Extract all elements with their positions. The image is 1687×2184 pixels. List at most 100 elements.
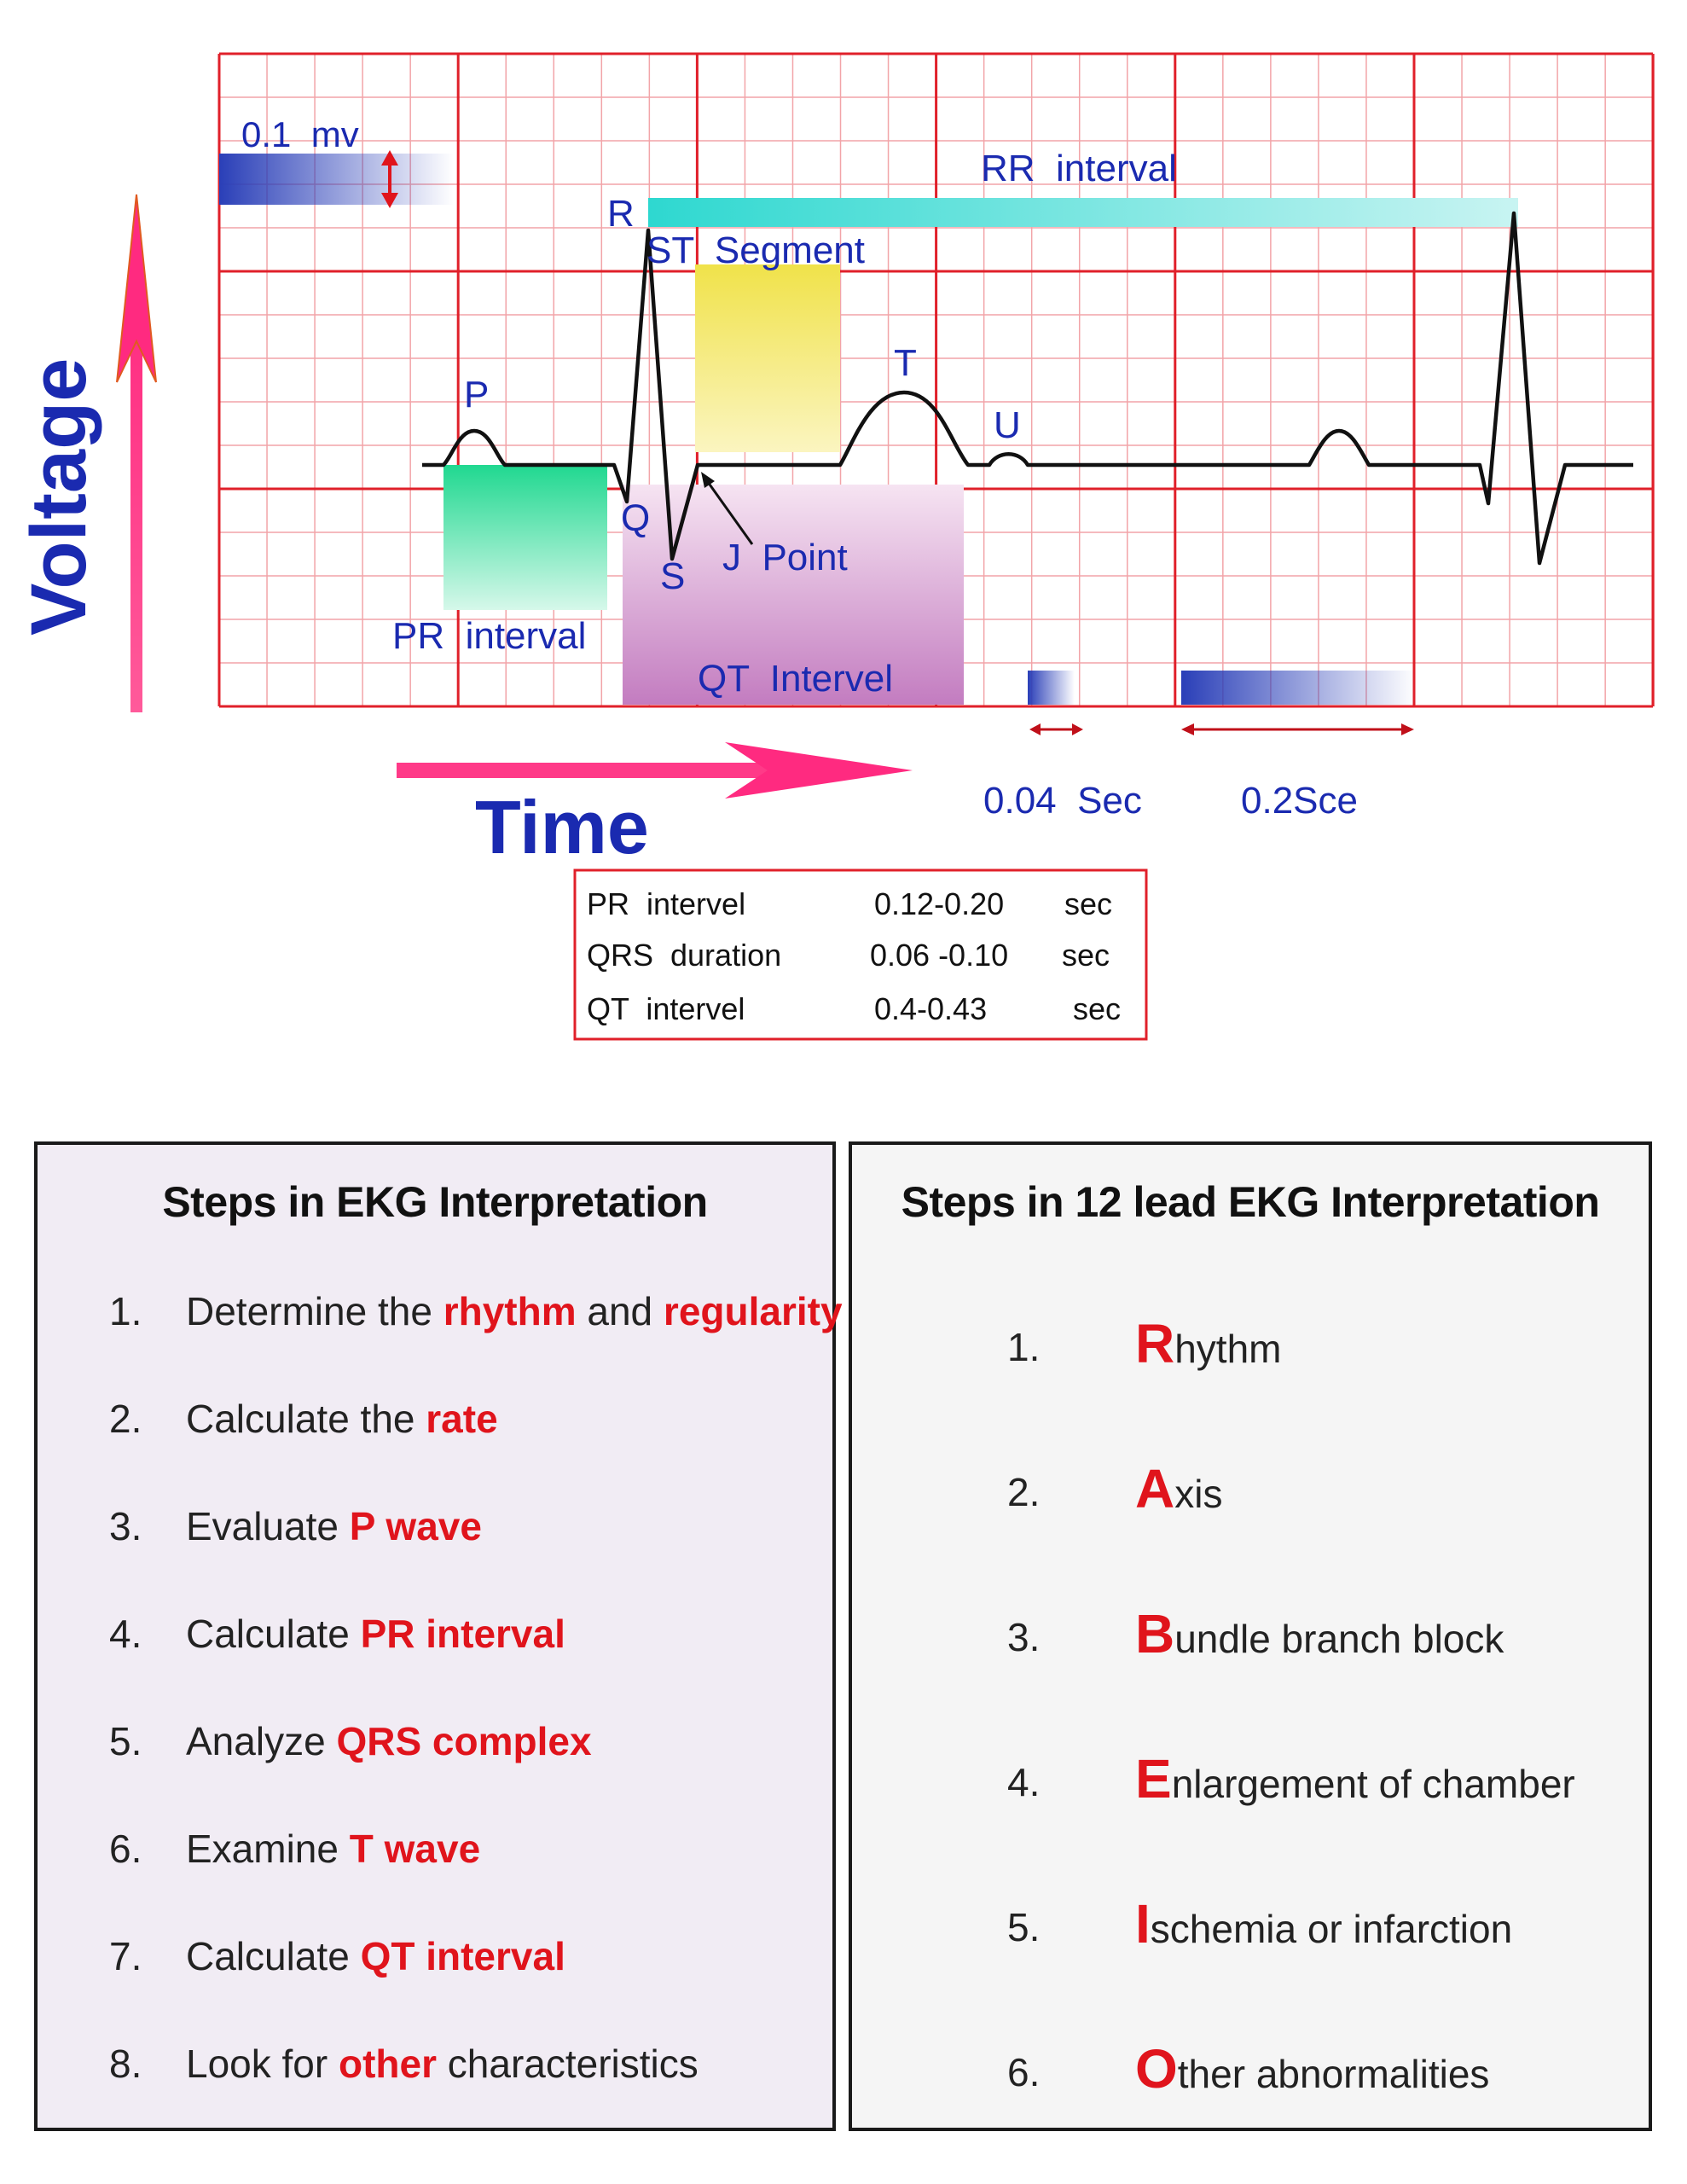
step-text: ther abnormalities bbox=[1177, 2052, 1490, 2096]
step-highlight: rhythm bbox=[443, 1289, 577, 1333]
step-text: Evaluate bbox=[186, 1504, 350, 1548]
list-item: 8. Look for other characteristics bbox=[109, 2041, 699, 2087]
step-number: 3. bbox=[109, 1504, 142, 1548]
step-number: 4. bbox=[109, 1612, 142, 1656]
ekg-steps-box: Steps in EKG Interpretation 1. Determine … bbox=[34, 1141, 843, 2131]
ekg-steps-title: Steps in EKG Interpretation bbox=[162, 1178, 708, 1226]
time-large-arrow bbox=[1181, 723, 1414, 735]
list-item: 5. Analyze QRS complex bbox=[109, 1718, 592, 1764]
u-wave-label: U bbox=[994, 404, 1021, 446]
twelve-lead-steps-box: Steps in 12 lead EKG Interpretation 1. Rh… bbox=[849, 1141, 1652, 2131]
list-item: 6. Examine T wave bbox=[109, 1826, 480, 1872]
time-axis-label: Time bbox=[475, 785, 649, 869]
step-number: 6. bbox=[109, 1827, 142, 1871]
voltage-axis-label: Voltage bbox=[15, 358, 102, 636]
voltage-arrow bbox=[116, 194, 157, 712]
t-wave-label: T bbox=[894, 342, 917, 384]
step-text: Calculate bbox=[186, 1934, 361, 1978]
step-number: 4. bbox=[1007, 1760, 1041, 1804]
table-row-name: PR intervel bbox=[587, 886, 745, 921]
step-number: 5. bbox=[1007, 1905, 1041, 1949]
list-item: 7. Calculate QT interval bbox=[109, 1933, 565, 1979]
rr-interval-label: RR interval bbox=[981, 148, 1177, 189]
table-row-unit: sec bbox=[1064, 886, 1112, 921]
step-number: 7. bbox=[109, 1934, 142, 1978]
qt-interval-label: QT Intervel bbox=[698, 658, 893, 700]
table-row-name: QT intervel bbox=[587, 991, 745, 1026]
step-number: 6. bbox=[1007, 2050, 1041, 2094]
step-text: and bbox=[576, 1289, 664, 1333]
step-text: undle branch block bbox=[1174, 1617, 1504, 1661]
table-row-name: QRS duration bbox=[587, 938, 781, 973]
list-item: 6. Other abnormalities bbox=[1007, 2037, 1489, 2100]
step-initial-letter: B bbox=[1135, 1603, 1175, 1664]
r-wave-label: R bbox=[607, 193, 635, 235]
list-item: 4. Enlargement of chamber bbox=[1007, 1747, 1575, 1810]
time-small-arrow bbox=[1029, 723, 1083, 735]
list-item: 4. Calculate PR interval bbox=[109, 1611, 565, 1657]
list-item: 2. Axis bbox=[1007, 1457, 1222, 1520]
step-number: 2. bbox=[109, 1397, 142, 1441]
step-text: Calculate the bbox=[186, 1397, 426, 1441]
table-row-value: 0.06 -0.10 bbox=[870, 938, 1008, 973]
list-item: 3. Evaluate P wave bbox=[109, 1503, 482, 1549]
step-text: Determine the bbox=[186, 1289, 443, 1333]
step-text: characteristics bbox=[437, 2042, 699, 2086]
list-item: 3. Bundle branch block bbox=[1007, 1602, 1504, 1665]
j-point-label: J Point bbox=[722, 537, 848, 578]
twelve-lead-steps-title: Steps in 12 lead EKG Interpretation bbox=[901, 1178, 1600, 1226]
rr-interval-bar bbox=[648, 198, 1518, 227]
step-highlight: regularity bbox=[663, 1289, 843, 1333]
time-scale-large-bar bbox=[1181, 671, 1416, 705]
qt-interval-region bbox=[623, 485, 964, 705]
time-004-label: 0.04 Sec bbox=[983, 780, 1142, 822]
step-highlight: QT interval bbox=[360, 1934, 565, 1978]
ekg-diagram: Voltage Time 0.1 mv RR interval R ST Seg… bbox=[15, 52, 1655, 1041]
voltage-scale-bar bbox=[219, 154, 454, 205]
step-number: 5. bbox=[109, 1719, 142, 1763]
time-02-label: 0.2Sce bbox=[1241, 780, 1358, 822]
q-wave-label: Q bbox=[621, 497, 650, 539]
list-item: 5. Ischemia or infarction bbox=[1007, 1892, 1512, 1955]
step-number: 3. bbox=[1007, 1615, 1041, 1659]
step-text: Examine bbox=[186, 1827, 350, 1871]
ecg-trace bbox=[422, 211, 1633, 566]
table-row-unit: sec bbox=[1073, 991, 1121, 1026]
step-initial-letter: A bbox=[1135, 1458, 1175, 1519]
step-number: 1. bbox=[1007, 1325, 1041, 1369]
table-row-value: 0.12-0.20 bbox=[874, 886, 1004, 921]
voltage-scale-label: 0.1 mv bbox=[241, 114, 359, 154]
step-highlight: other bbox=[339, 2042, 437, 2086]
pr-interval-label: PR interval bbox=[392, 615, 586, 657]
step-number: 8. bbox=[109, 2042, 142, 2086]
step-initial-letter: R bbox=[1135, 1313, 1175, 1374]
list-item: 2. Calculate the rate bbox=[109, 1396, 498, 1442]
step-text: nlargement of chamber bbox=[1171, 1762, 1575, 1806]
list-item: 1. Determine the rhythm and regularity bbox=[109, 1288, 843, 1334]
step-highlight: QRS complex bbox=[336, 1719, 592, 1763]
step-text: Analyze bbox=[186, 1719, 337, 1763]
step-highlight: P wave bbox=[349, 1504, 482, 1548]
step-text: Look for bbox=[186, 2042, 339, 2086]
time-arrow bbox=[397, 742, 913, 799]
st-segment-label: ST Segment bbox=[646, 229, 865, 271]
step-text: hythm bbox=[1174, 1327, 1282, 1371]
s-wave-label: S bbox=[660, 555, 685, 597]
pr-interval-region bbox=[443, 465, 607, 610]
step-initial-letter: E bbox=[1135, 1748, 1172, 1809]
list-item: 1. Rhythm bbox=[1007, 1312, 1281, 1375]
step-text: xis bbox=[1174, 1472, 1223, 1516]
st-segment-region bbox=[695, 264, 840, 452]
step-initial-letter: I bbox=[1135, 1893, 1151, 1955]
table-row-value: 0.4-0.43 bbox=[874, 991, 987, 1026]
step-highlight: PR interval bbox=[360, 1612, 565, 1656]
time-scale-small-bar bbox=[1028, 671, 1075, 705]
table-row-unit: sec bbox=[1062, 938, 1110, 973]
voltage-scale-arrow bbox=[381, 150, 398, 208]
p-wave-label: P bbox=[464, 374, 489, 415]
step-text: schemia or infarction bbox=[1150, 1907, 1513, 1951]
step-initial-letter: O bbox=[1135, 2038, 1178, 2100]
step-number: 2. bbox=[1007, 1470, 1041, 1514]
normal-values-table: PR intervel 0.12-0.20 sec QRS duration 0… bbox=[573, 868, 1148, 1041]
step-highlight: rate bbox=[426, 1397, 498, 1441]
